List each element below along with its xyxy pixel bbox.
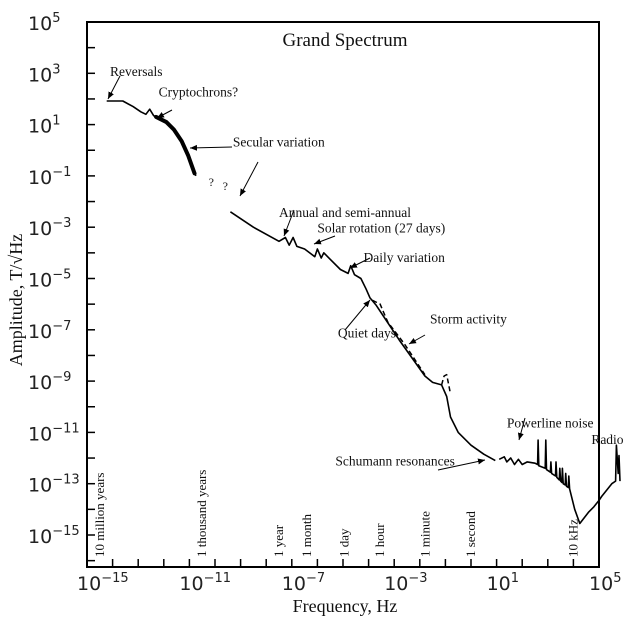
annotation-arrows: [107, 75, 526, 471]
y-tick-label: 10−5: [28, 268, 71, 292]
series-group: [106, 100, 621, 525]
y-tick-label: 101: [28, 114, 60, 138]
y-tick-label: 103: [28, 62, 60, 86]
y-tick-label: 10−7: [28, 319, 71, 343]
annotation-arrow: [517, 417, 526, 441]
annotation-arrow: [107, 75, 121, 100]
annotation-arrow: [344, 299, 371, 331]
plot-frame: [86, 21, 600, 568]
annotation-label: Powerline noise: [507, 415, 594, 430]
y-tick-label: 10−13: [28, 473, 80, 497]
period-markers: 10 million years 1 thousand years 1 year 1 …: [92, 470, 581, 557]
annotation-arrow: [313, 235, 336, 245]
annotation-arrow: [189, 144, 233, 151]
annotation-arrow: [239, 161, 259, 197]
annotation-label: Daily variation: [363, 250, 445, 265]
annotation-arrow: [437, 458, 486, 471]
annotation-label: Reversals: [110, 64, 162, 79]
annotation-label: ?: [209, 175, 214, 189]
period-marker-label: 1 second: [463, 511, 478, 557]
annotation-label: Storm activity: [430, 311, 507, 326]
y-tick-label: 10−1: [28, 165, 71, 189]
storm-activity-line: [372, 299, 426, 376]
chart-title: Grand Spectrum: [282, 30, 407, 51]
y-axis-label: Amplitude, T/√Hz: [6, 234, 26, 367]
annotation-label: Radio: [591, 432, 623, 447]
x-tick-labels: 10−15 10−11 10−7 10−3 101 105: [77, 571, 621, 595]
annotation-label: Quiet days: [338, 325, 396, 340]
x-axis-ticks: [111, 559, 575, 567]
x-tick-label: 101: [487, 571, 519, 595]
annotation-arrow: [156, 109, 173, 119]
period-marker-label: 10 kHz: [565, 519, 580, 557]
y-axis-ticks: [87, 46, 95, 562]
storm-activity-line: [440, 373, 451, 392]
y-tick-label: 10−15: [28, 524, 80, 548]
annotation-arrow: [408, 334, 426, 345]
period-marker-label: 1 thousand years: [194, 470, 209, 557]
y-tick-label: 10−3: [28, 216, 71, 240]
spectrum-line: [106, 100, 197, 177]
y-tick-label: 10−11: [28, 421, 80, 445]
annotation-label: Secular variation: [233, 134, 325, 149]
annotation-label: ?: [223, 179, 228, 193]
period-marker-label: 1 year: [271, 524, 286, 557]
y-tick-labels: 105 103 101 10−1 10−3 10−5 10−7 10−9 10−11 10−13 1…: [28, 11, 80, 548]
period-marker-label: 1 minute: [417, 511, 432, 557]
x-tick-label: 10−11: [179, 571, 231, 595]
secular-variation-band: [154, 114, 197, 176]
period-marker-label: 1 hour: [372, 523, 387, 557]
annotation-label: Annual and semi-annual: [279, 205, 411, 220]
period-marker-label: 10 million years: [92, 473, 107, 558]
period-marker-label: 1 month: [299, 514, 314, 557]
annotation-arrow: [349, 257, 371, 269]
x-axis-label: Frequency, Hz: [293, 596, 398, 616]
x-tick-label: 10−7: [282, 571, 325, 595]
y-tick-label: 10−9: [28, 370, 71, 394]
annotation-arrow: [283, 209, 295, 237]
annotations: Reversals Cryptochrons? Secular variation?…: [110, 64, 624, 469]
annotation-label: Solar rotation (27 days): [317, 220, 445, 235]
y-tick-label: 105: [28, 11, 60, 35]
spectrum-line: [498, 439, 621, 525]
x-tick-label: 10−3: [384, 571, 427, 595]
x-tick-label: 10−15: [77, 571, 129, 595]
annotation-label: Cryptochrons?: [159, 84, 238, 99]
period-marker-label: 1 day: [337, 528, 352, 557]
x-tick-label: 105: [589, 571, 621, 595]
annotation-label: Schumann resonances: [335, 454, 455, 469]
